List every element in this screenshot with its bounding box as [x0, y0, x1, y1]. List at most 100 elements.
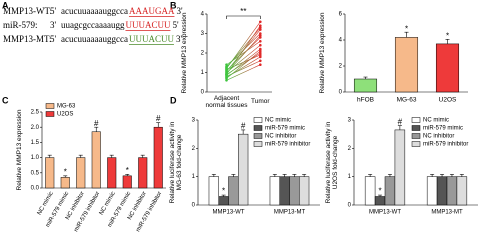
significance-bracket: [226, 15, 261, 19]
y-tick-label: 2: [201, 51, 205, 57]
pair-point: [259, 55, 262, 59]
x-tick-label-box: Adjacent normal tissues: [205, 94, 248, 109]
y-axis-label: Relative luciferase activity in U2OS fol…: [324, 121, 339, 204]
sequence: acucuuaaaauggcca: [61, 6, 128, 16]
pair-point: [225, 66, 228, 69]
y-axis-label-box: Relative MMP13 expression: [319, 12, 327, 94]
y-tick-label: 1: [348, 174, 352, 180]
bar: [289, 176, 300, 206]
y-tick-label: 1: [201, 70, 205, 76]
bar: [364, 176, 376, 206]
sequence-label: MMP13-MT:: [3, 34, 52, 44]
binding-site: AAAUGAA: [129, 6, 175, 16]
bar-annotation: #: [241, 122, 246, 131]
x-tick-label-box: Tumor: [251, 98, 270, 106]
pair-point: [259, 20, 262, 24]
panel-letter: A: [2, 0, 9, 10]
pair-point: [259, 40, 262, 43]
legend-swatch: [411, 133, 421, 139]
pair-point: [259, 49, 262, 53]
bar: [45, 157, 55, 189]
pair-point: [259, 28, 262, 31]
y-tick-label: 0.5: [31, 170, 40, 176]
legend-label: U2OS: [57, 112, 73, 118]
x-tick-label: MMP13-WT: [369, 210, 401, 216]
y-tick-label: 0.0: [31, 186, 40, 192]
bar: [299, 176, 310, 206]
bar-annotation: #: [398, 117, 403, 126]
y-axis-label: Relative MMP13 expression: [16, 109, 24, 191]
x-tick-label: MMP13-MT: [431, 210, 463, 216]
bar: [107, 157, 117, 189]
sequence-label: MMP13-WT:: [3, 6, 52, 16]
y-axis-label-box: Relative luciferase activity in MG-63 fo…: [168, 121, 183, 204]
y-tick-label: 0: [348, 203, 352, 209]
legend-label: NC mimic: [265, 118, 291, 124]
pair-point: [225, 76, 228, 79]
bar: [384, 176, 396, 206]
y-tick-label: 0: [339, 90, 343, 96]
y-axis-label-box: Relative MMP13 expression: [16, 109, 24, 191]
bar: [436, 176, 448, 206]
panel-letter: D: [170, 95, 177, 105]
pair-point: [225, 74, 228, 77]
pair-line: [226, 27, 261, 68]
pair-line: [226, 29, 261, 72]
legend-label: MG-63: [57, 104, 76, 110]
bar: [76, 157, 86, 189]
bar-annotation: #: [94, 119, 99, 128]
bar-annotation: *: [126, 166, 129, 175]
bar: [374, 196, 386, 206]
sequence-end: 3': [50, 20, 57, 30]
x-tick-label: Adjacent normal tissues: [205, 94, 248, 109]
legend-label: NC inhibitor: [423, 134, 454, 140]
bar: [60, 177, 70, 189]
bar: [279, 176, 290, 206]
x-tick-label: MMP13-WT: [213, 210, 245, 216]
y-axis-label-box: Relative luciferase activity in U2OS fol…: [324, 121, 339, 204]
y-tick-label: 4: [201, 12, 205, 18]
panel-letter: B: [170, 0, 177, 10]
bar: [91, 131, 101, 189]
bar: [353, 78, 378, 93]
bar: [394, 129, 406, 206]
bar-annotation: *: [378, 187, 381, 196]
x-tick-label: Tumor: [251, 98, 270, 106]
bar: [228, 176, 239, 206]
pair-point: [225, 70, 228, 73]
sequence-end: 3': [176, 34, 183, 44]
pair-point: [259, 32, 262, 35]
y-tick-label: 4: [339, 38, 343, 44]
bar-annotation: #: [156, 114, 161, 123]
y-axis-label: Relative luciferase activity in MG-63 fo…: [168, 121, 183, 204]
significance: **: [240, 7, 246, 16]
y-tick-label: 3: [348, 118, 352, 124]
pair-point: [259, 36, 262, 39]
bar: [238, 133, 249, 206]
bar: [153, 126, 163, 189]
sequence-end: 5': [50, 6, 57, 16]
pair-line: [226, 44, 261, 73]
legend-label: miR-579 inhibitor: [265, 142, 310, 148]
pair-point: [259, 63, 262, 66]
y-tick-label: 2.0: [31, 125, 40, 131]
legend-swatch: [253, 125, 263, 131]
bar-annotation: *: [446, 31, 449, 40]
x-tick-label: MMP13-MT: [274, 210, 306, 216]
pair-line: [226, 35, 261, 74]
y-axis-label: Relative MMP13 expression: [319, 12, 327, 94]
bar: [138, 157, 148, 189]
x-tick-label: hFOB: [357, 97, 374, 104]
y-tick-label: 1: [192, 174, 196, 180]
legend-label: NC mimic: [423, 118, 449, 124]
y-axis-label: Relative MMP13 expression: [181, 12, 189, 94]
y-tick-label: 6: [339, 12, 343, 18]
y-tick-label: 2: [339, 64, 343, 70]
bar: [218, 196, 229, 206]
sequence: acucuuaaaauggcca: [61, 34, 128, 44]
legend-swatch: [411, 141, 421, 147]
sequence-end: 5': [172, 20, 179, 30]
bar: [208, 176, 219, 206]
sequence-label: miR-579:: [3, 20, 38, 30]
